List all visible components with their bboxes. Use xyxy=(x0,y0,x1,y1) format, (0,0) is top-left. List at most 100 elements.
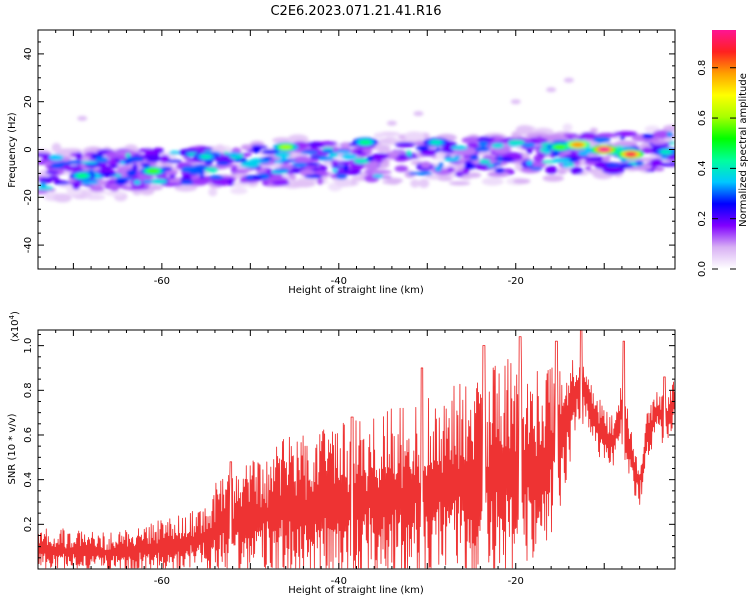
spectrogram-blob xyxy=(126,156,145,163)
spectrogram-blob xyxy=(300,150,319,155)
spectrogram-blob xyxy=(164,170,179,175)
spectrogram-blob xyxy=(541,160,556,164)
spectrogram-blob xyxy=(109,182,120,192)
spectrogram-blob xyxy=(438,161,444,169)
spectrogram-blob xyxy=(461,136,481,144)
snr-x-tick-label: -20 xyxy=(508,576,524,587)
spectrogram-blob xyxy=(198,146,213,151)
spectrogram-blob xyxy=(371,153,390,159)
spectrogram-blob xyxy=(291,180,316,188)
spectrogram-blob xyxy=(80,156,90,162)
spectrogram-blob xyxy=(606,163,622,167)
spectrogram-blob xyxy=(95,156,109,163)
spectrogram-blob xyxy=(272,137,292,144)
spectrogram-blob xyxy=(577,150,590,156)
spectrogram-blob xyxy=(542,174,564,182)
spectrogram-blob xyxy=(119,160,126,165)
spectrogram-blob xyxy=(562,123,573,132)
spectrogram-blob xyxy=(474,146,491,152)
spectrogram-panel: -60 -40 -20 -40 -20 0 20 40 Height of straight … xyxy=(7,29,676,296)
spectrogram-blob xyxy=(356,149,363,155)
spectrogram-blob xyxy=(450,145,468,151)
spectrogram-blob xyxy=(662,124,675,132)
spectrogram-blob xyxy=(40,182,47,188)
spectrogram-blob xyxy=(166,159,182,164)
spectrogram-blob xyxy=(188,169,204,175)
spectrogram-blob xyxy=(614,131,638,137)
snr-y-axis-label: SNR (10 * v/v) xyxy=(7,413,18,484)
spectrogram-blob xyxy=(563,77,574,83)
spectrogram-blob xyxy=(369,169,392,175)
spectrogram-blob xyxy=(545,165,558,175)
spectrogram-blob xyxy=(340,142,350,149)
spectrogram-y-axis-label: Frequency (Hz) xyxy=(7,112,18,188)
spectrogram-blob xyxy=(208,175,224,180)
spectrogram-blob xyxy=(140,163,151,168)
spectrogram-blob xyxy=(512,178,531,184)
snr-y-multiplier-exponent: 4 xyxy=(8,314,16,319)
spectrogram-blob xyxy=(293,155,311,164)
spectrogram-blob xyxy=(330,165,345,169)
spectrogram-heatmap xyxy=(38,77,675,203)
spectrogram-y-tick-label: -20 xyxy=(23,189,34,205)
spectrogram-blob xyxy=(336,150,351,154)
snr-y-multiplier-base: (x10 xyxy=(10,319,21,342)
spectrogram-blob xyxy=(535,136,544,141)
spectrogram-blob xyxy=(145,154,161,163)
colorbar-label: Normalized spectral amplitude xyxy=(738,73,749,227)
spectrogram-blob xyxy=(239,179,251,184)
spectrogram-blob xyxy=(75,152,83,161)
spectrogram-blob xyxy=(584,166,592,171)
spectrogram-blob xyxy=(76,173,89,179)
spectrogram-blob xyxy=(546,87,557,93)
spectrogram-y-tick-label: 20 xyxy=(23,95,34,108)
spectrogram-blob xyxy=(215,161,230,166)
spectrogram-blob xyxy=(454,172,464,177)
spectrogram-blob xyxy=(191,178,211,185)
spectrogram-blob xyxy=(415,145,430,152)
spectrogram-blob xyxy=(469,154,479,161)
spectrogram-blob xyxy=(109,164,119,169)
spectrogram-blob xyxy=(420,149,437,157)
spectrogram-blob xyxy=(570,166,584,175)
spectrogram-blob xyxy=(129,186,150,190)
spectrogram-blob xyxy=(261,149,280,155)
spectrogram-blob xyxy=(149,178,168,185)
spectrogram-blob xyxy=(38,177,53,184)
spectrogram-blob xyxy=(418,178,430,188)
spectrogram-blob xyxy=(447,166,455,172)
spectrogram-blob xyxy=(152,147,165,154)
spectrogram-blob xyxy=(372,174,384,178)
spectrogram-blob xyxy=(364,170,373,175)
spectrogram-blob xyxy=(341,153,357,160)
spectrogram-blob xyxy=(331,169,338,173)
snr-x-tick-label: -40 xyxy=(331,576,347,587)
spectrogram-x-axis-label: Height of straight line (km) xyxy=(288,285,424,296)
spectrogram-blob xyxy=(416,171,433,176)
spectrogram-blob xyxy=(508,139,525,145)
spectrogram-blob xyxy=(460,174,473,180)
spectrogram-blob xyxy=(438,175,448,180)
spectrogram-blob xyxy=(291,162,309,167)
spectrogram-blob xyxy=(366,155,374,162)
spectrogram-blob xyxy=(478,158,491,165)
spectrogram-blob xyxy=(557,170,567,175)
spectrogram-blob xyxy=(306,162,321,166)
spectrogram-blob xyxy=(240,161,260,168)
spectrogram-blob xyxy=(543,148,551,155)
spectrogram-blob xyxy=(231,169,250,174)
spectrogram-blob xyxy=(230,187,248,195)
spectrogram-blob xyxy=(359,139,372,145)
spectrogram-blob xyxy=(526,160,533,166)
spectrogram-blob xyxy=(550,151,561,157)
spectrogram-blob xyxy=(335,174,348,180)
spectrogram-blob xyxy=(208,187,218,197)
spectrogram-blob xyxy=(199,175,206,179)
spectrogram-blob xyxy=(238,157,247,163)
spectrogram-blob xyxy=(105,150,119,159)
spectrogram-blob xyxy=(51,142,62,153)
spectrogram-blob xyxy=(567,162,575,167)
spectrogram-blob xyxy=(147,168,160,174)
spectrogram-blob xyxy=(99,172,116,177)
